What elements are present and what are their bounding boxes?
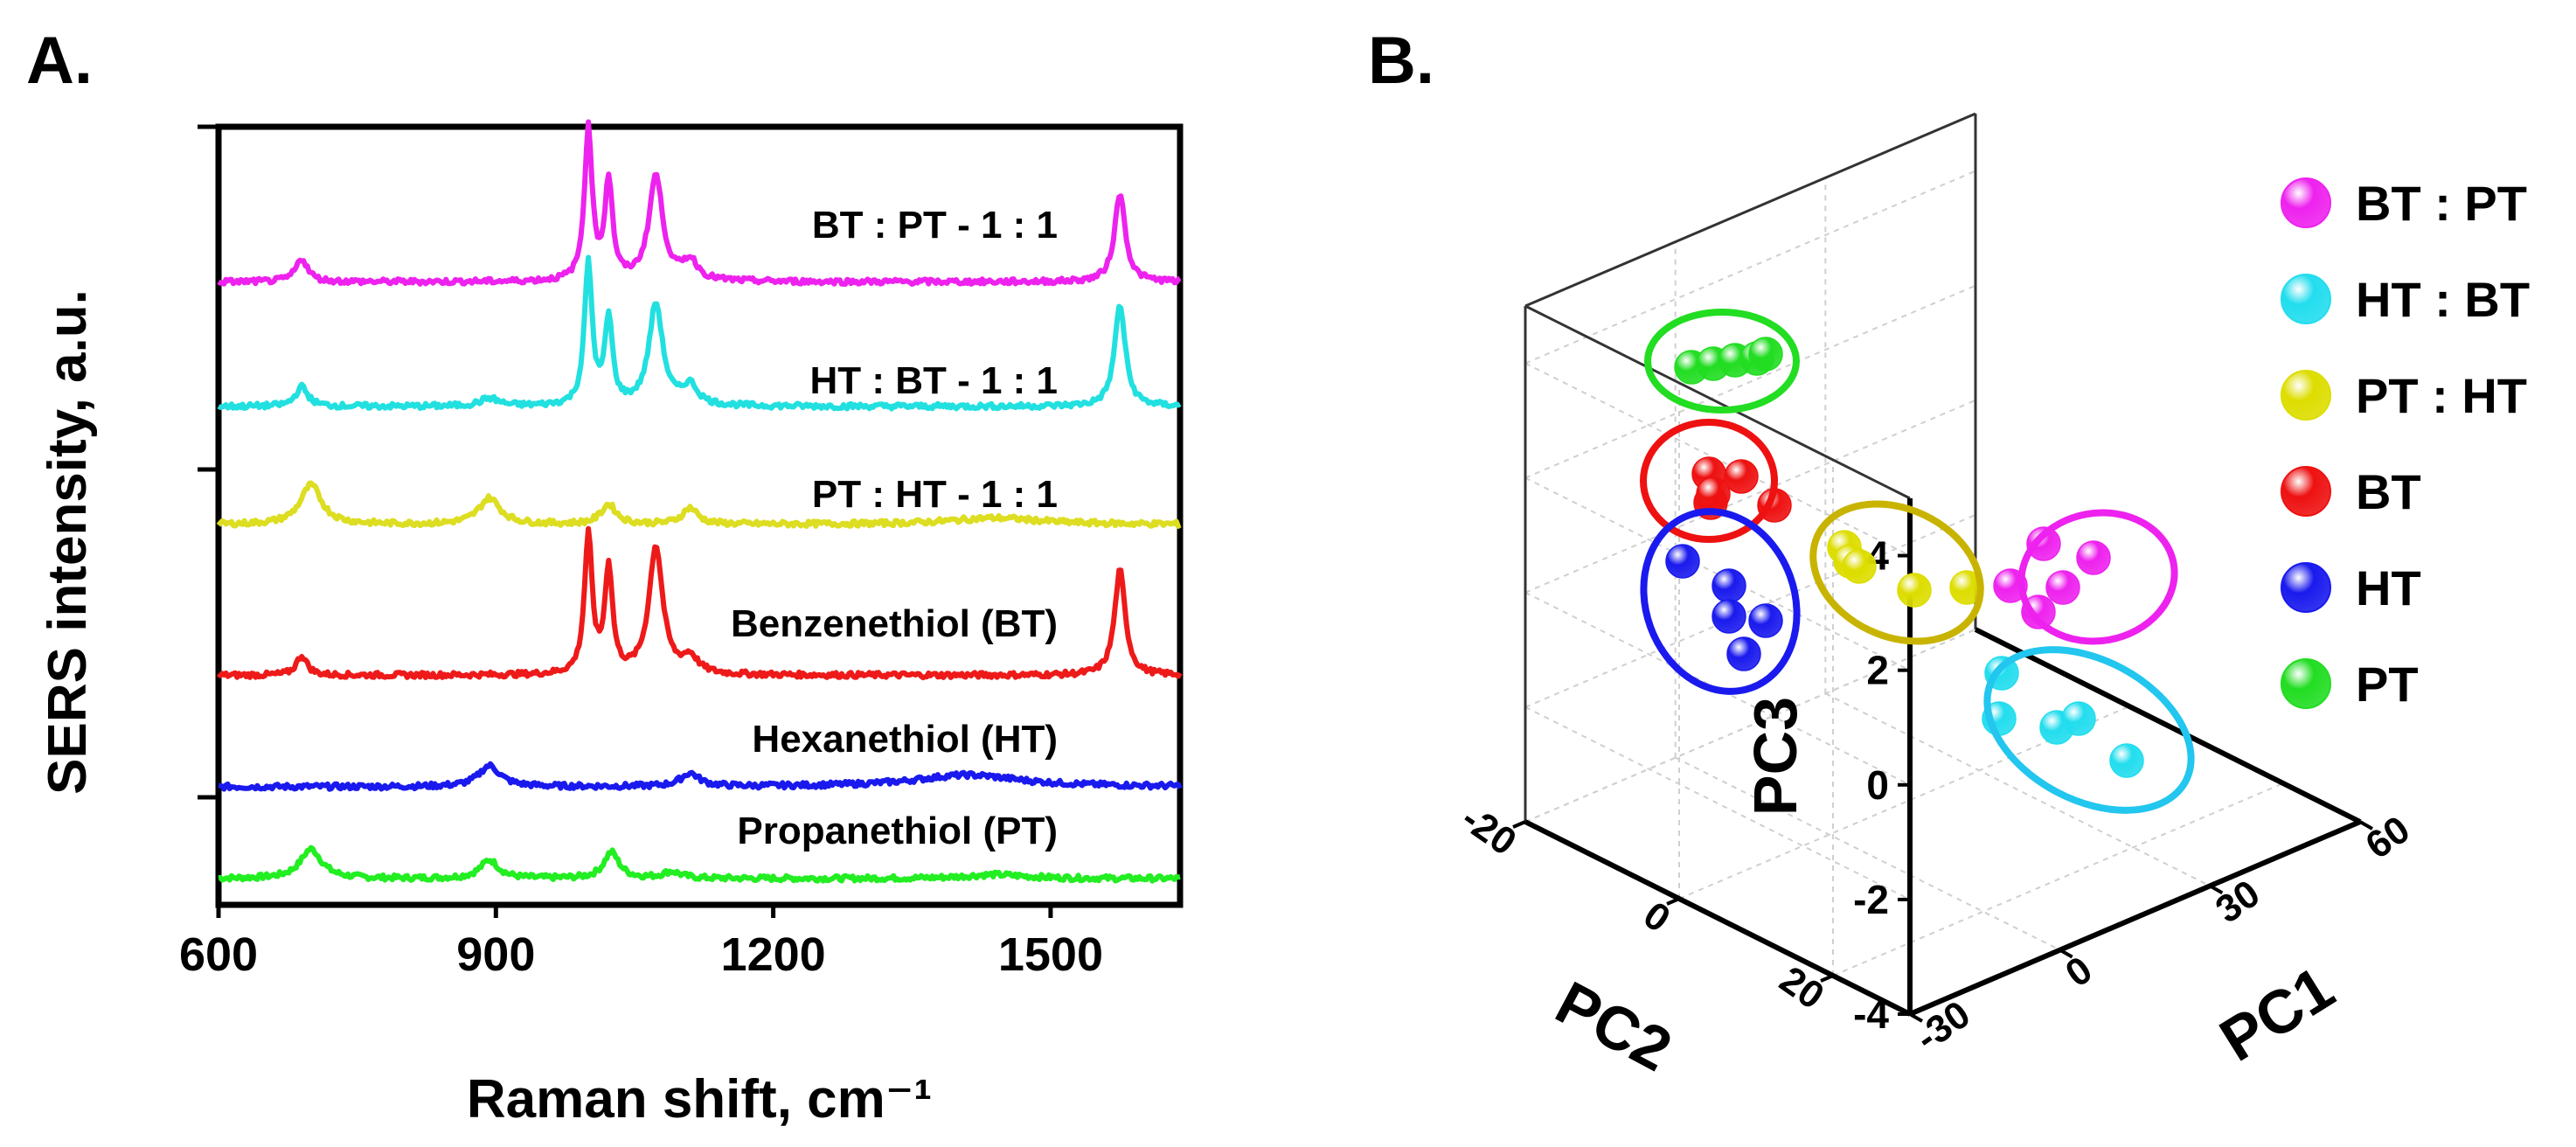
pc1-tick-mark-1: [2059, 948, 2073, 959]
legend-marker-5: [2281, 658, 2331, 709]
cluster-ellipse-1: [1983, 646, 2195, 814]
pc1-tick-mark-2: [2209, 884, 2224, 895]
grid-back-z-3: [1524, 513, 1976, 708]
pc1-tick-label-1: 0: [2058, 949, 2100, 996]
panel-a-raman-spectra: Propanethiol (PT) Hexanethiol (HT) Benzene…: [38, 119, 1184, 1130]
grid-back-z-0: [1524, 170, 1976, 365]
panel-b-pc2-axis-label: PC2: [1545, 968, 1683, 1084]
panel-a-label: A.: [26, 24, 93, 98]
grid-floor-x-1: [1675, 756, 2061, 951]
legend-label-4: HT: [2356, 560, 2421, 615]
legend-marker-1: [2281, 274, 2331, 324]
legend-label-0: BT : PT: [2356, 176, 2527, 231]
spectrum-label-5: BT : PT - 1 : 1: [812, 204, 1058, 247]
grid-back-z-1: [1524, 284, 1976, 479]
grid-floor-y-2: [1832, 782, 2284, 977]
pc3-tick-label-1: 2: [1866, 648, 1889, 693]
pc3-tick-label-3: -2: [1853, 877, 1889, 922]
x-tick-label-2: 1200: [721, 928, 826, 981]
legend-marker-0: [2281, 177, 2331, 228]
panel-a-x-ticks: 600 900 1200 1500: [179, 905, 1103, 981]
panel-a-series-group: [216, 119, 1183, 884]
pc2-tick-mark-1: [1666, 897, 1680, 906]
pc2-tick-label-2: 20: [1772, 958, 1831, 1018]
panel-b-pc3-axis-label: PC3: [1741, 697, 1809, 816]
pc3-tick-label-4: -4: [1853, 991, 1889, 1037]
panel-a-trace-labels: Propanethiol (PT) Hexanethiol (HT) Benzene…: [731, 204, 1058, 852]
legend-label-3: BT: [2356, 464, 2421, 519]
pca-point-4-3: [1748, 603, 1783, 638]
pc2-tick-mark-2: [1820, 974, 1834, 983]
panel-a-plot-frame: [215, 123, 1184, 908]
pca-point-4-1: [1712, 568, 1746, 603]
pca-point-4-0: [1665, 544, 1700, 579]
pc2-tick-label-0: -20: [1454, 797, 1524, 865]
spectrum-line-0: [218, 845, 1181, 884]
spectrum-label-0: Propanethiol (PT): [737, 810, 1058, 852]
pc1-tick-label-3: 60: [2358, 808, 2418, 867]
pca-point-0-4: [2045, 570, 2080, 605]
pc2-tick-mark-0: [1512, 820, 1526, 829]
pca-point-1-4: [2109, 743, 2144, 778]
spectrum-line-1: [218, 761, 1183, 792]
pc3-tick-label-2: 0: [1866, 762, 1889, 808]
cluster-ellipse-2: [1809, 500, 1984, 645]
x-tick-label-1: 900: [456, 928, 535, 981]
pca-point-4-4: [1726, 636, 1761, 671]
x-tick-label-3: 1500: [998, 928, 1103, 981]
box-edge-top-left: [1524, 304, 1911, 500]
cluster-ellipse-4: [1640, 508, 1801, 695]
pc2-axis-line: [1524, 819, 1912, 1017]
cluster-ellipse-5: [1644, 309, 1800, 414]
legend-marker-4: [2281, 562, 2331, 613]
pc1-axis-back-line: [1974, 627, 2362, 824]
box-edge-top-back: [1524, 112, 1976, 308]
panel-a-y-ticks: [198, 124, 219, 800]
legend-label-1: HT : BT: [2356, 272, 2530, 327]
panel-a-x-axis-label: Raman shift, cm⁻¹: [467, 1069, 932, 1130]
panel-b-label: B.: [1368, 24, 1434, 98]
panel-b-legend: BT : PT HT : BT PT : HT BT HT PT: [2281, 176, 2530, 712]
grid-floor-y-1: [1678, 706, 2130, 900]
pc1-axis-line: [1908, 819, 2362, 1017]
spectrum-line-5: [217, 119, 1182, 287]
pca-point-0-0: [2026, 526, 2061, 561]
pc2-tick-label-1: 0: [1635, 893, 1677, 941]
cluster-ellipse-0: [2017, 509, 2178, 645]
spectrum-line-4: [217, 254, 1182, 412]
cluster-ellipse-3: [1640, 419, 1778, 543]
spectrum-label-4: HT : BT - 1 : 1: [809, 359, 1058, 402]
grid-back-z-2: [1524, 399, 1976, 594]
spectrum-label-2: Benzenethiol (BT): [731, 602, 1058, 645]
spectrum-line-3: [216, 480, 1182, 529]
grid-floor-y-0: [1524, 629, 1976, 823]
x-tick-label-0: 600: [179, 928, 258, 981]
pca-point-2-2: [1842, 549, 1877, 584]
spectrum-line-2: [216, 525, 1183, 681]
panel-b-pc1-axis-label: PC1: [2208, 953, 2345, 1074]
pca-point-5-4: [1748, 337, 1783, 372]
spectrum-label-1: Hexanethiol (HT): [752, 718, 1058, 761]
grid-floor-x-2: [1824, 692, 2211, 887]
panel-b-cluster-ellipses: [1640, 309, 2195, 814]
pca-point-3-1: [1724, 459, 1759, 494]
legend-marker-3: [2281, 466, 2331, 517]
pca-point-2-3: [1897, 573, 1932, 608]
pc1-tick-label-0: -30: [1908, 993, 1978, 1060]
pca-point-0-2: [2076, 540, 2111, 575]
spectrum-label-3: PT : HT - 1 : 1: [812, 473, 1058, 516]
legend-label-5: PT: [2356, 657, 2419, 712]
pca-point-3-4: [1696, 476, 1731, 511]
pca-point-4-2: [1712, 599, 1746, 634]
pc1-tick-mark-0: [1909, 1012, 1923, 1023]
legend-marker-2: [2281, 370, 2331, 421]
panel-a-y-axis-label: SERS intensity, a.u.: [38, 289, 98, 795]
grid-left-z-3: [1524, 706, 1911, 900]
pca-point-1-3: [2061, 701, 2096, 736]
pc1-tick-mark-3: [2359, 820, 2373, 831]
legend-label-2: PT : HT: [2356, 368, 2527, 423]
